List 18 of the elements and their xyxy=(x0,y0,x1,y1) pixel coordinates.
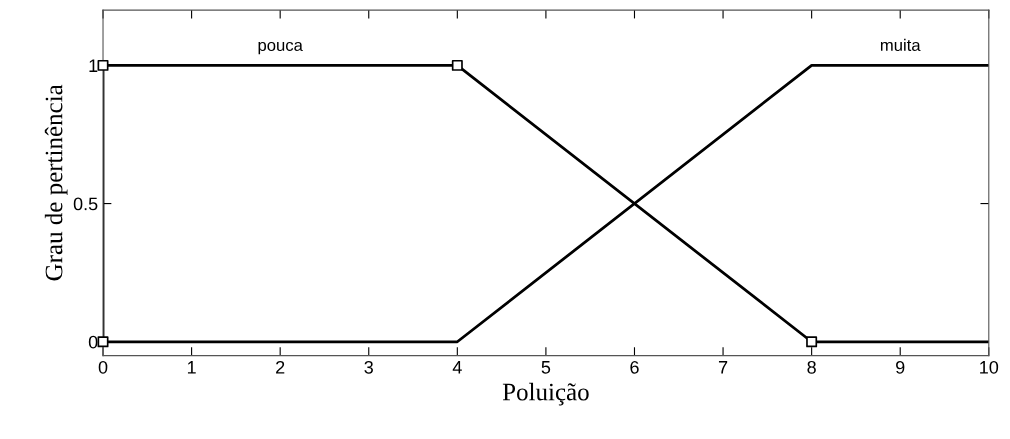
x-tick-label: 3 xyxy=(364,360,373,374)
series-label: muita xyxy=(880,38,921,52)
y-tick-label: 0.5 xyxy=(73,197,98,211)
y-axis-title: Grau de pertinência xyxy=(44,84,68,281)
y-tick-label: 1 xyxy=(89,59,98,72)
x-tick-label: 10 xyxy=(980,360,999,374)
x-tick-label: 6 xyxy=(630,360,639,374)
series-label: pouca xyxy=(258,41,303,55)
x-tick-label: 9 xyxy=(896,360,905,374)
x-tick-label: 5 xyxy=(541,361,551,374)
x-tick-label: 0 xyxy=(98,360,108,374)
x-tick-label: 1 xyxy=(187,361,196,374)
x-tick-label: 8 xyxy=(807,360,816,374)
x-axis-title: Poluição xyxy=(502,382,589,406)
x-tick-label: 2 xyxy=(276,360,285,374)
x-tick-label: 7 xyxy=(718,361,728,374)
y-tick-label: 0 xyxy=(88,335,98,349)
x-tick-label: 4 xyxy=(452,361,462,374)
